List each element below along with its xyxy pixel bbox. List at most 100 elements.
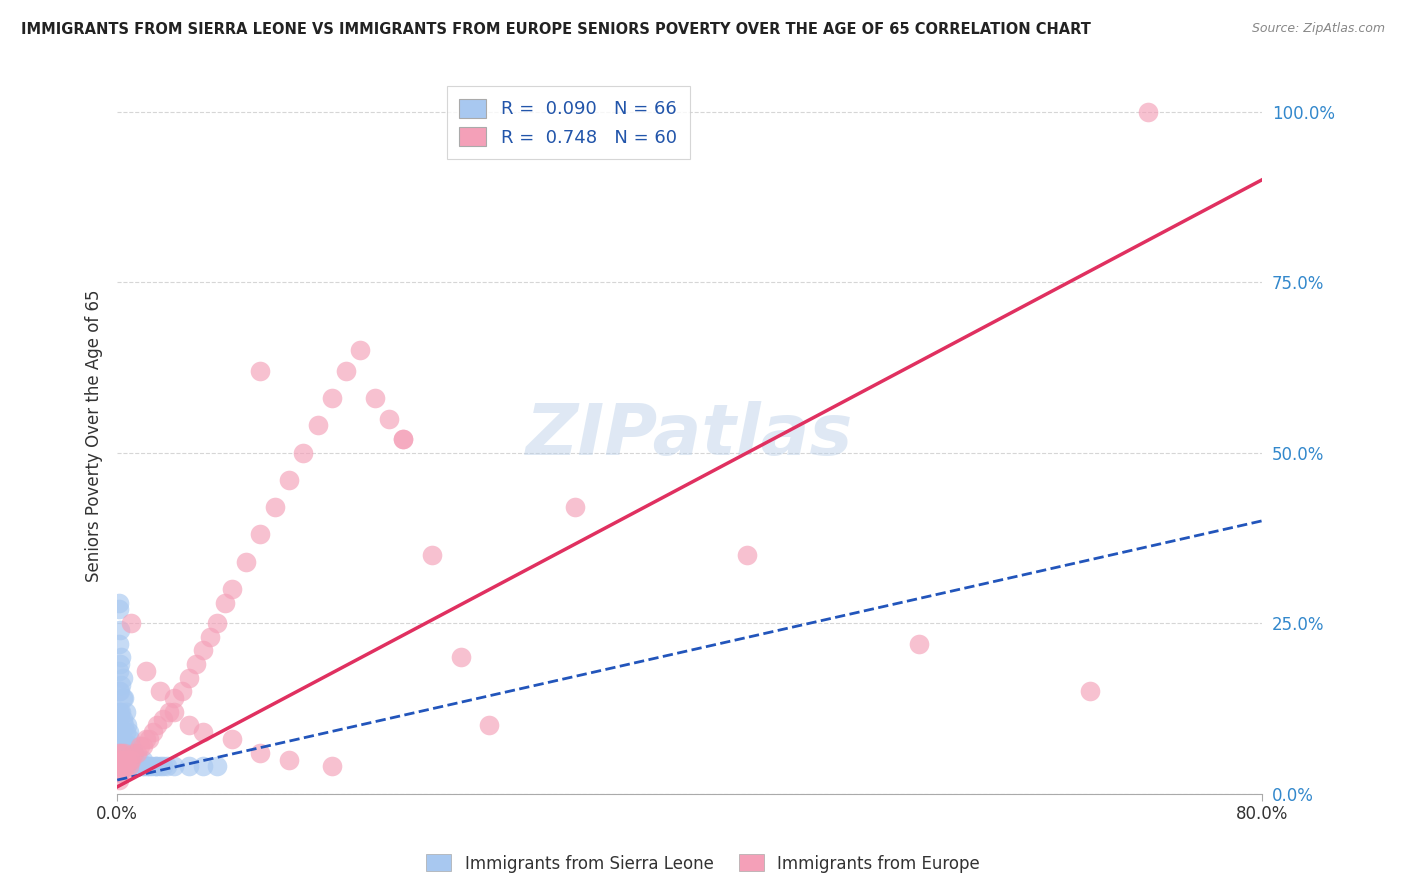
Point [392, 432, 415, 446]
Point [277, 473, 299, 487]
Point [111, 753, 134, 767]
Y-axis label: Seniors Poverty Over the Age of 65: Seniors Poverty Over the Age of 65 [86, 289, 103, 582]
Point [121, 739, 143, 753]
Point [107, 718, 129, 732]
Point [392, 432, 415, 446]
Point [191, 759, 214, 773]
Point [378, 411, 401, 425]
Point [110, 746, 132, 760]
Point [107, 602, 129, 616]
Point [307, 418, 329, 433]
Point [114, 759, 136, 773]
Point [111, 691, 134, 706]
Point [110, 650, 132, 665]
Point [249, 746, 271, 760]
Point [135, 732, 157, 747]
Point [111, 766, 134, 780]
Point [128, 753, 150, 767]
Point [120, 759, 142, 773]
Point [177, 671, 200, 685]
Point [207, 616, 229, 631]
Point [177, 718, 200, 732]
Point [124, 746, 146, 760]
Point [108, 684, 131, 698]
Point [145, 759, 167, 773]
Point [121, 616, 143, 631]
Point [191, 643, 214, 657]
Point [114, 705, 136, 719]
Point [111, 753, 134, 767]
Text: IMMIGRANTS FROM SIERRA LEONE VS IMMIGRANTS FROM EUROPE SENIORS POVERTY OVER THE : IMMIGRANTS FROM SIERRA LEONE VS IMMIGRAN… [21, 22, 1091, 37]
Point [107, 596, 129, 610]
Point [364, 391, 387, 405]
Point [907, 637, 929, 651]
Point [149, 684, 172, 698]
Point [111, 671, 134, 685]
Point [108, 753, 131, 767]
Point [564, 500, 586, 515]
Point [120, 732, 142, 747]
Point [1136, 104, 1159, 119]
Point [117, 725, 139, 739]
Point [152, 712, 174, 726]
Point [321, 391, 343, 405]
Point [142, 725, 165, 739]
Point [157, 705, 180, 719]
Point [156, 759, 179, 773]
Point [107, 732, 129, 747]
Point [115, 746, 138, 760]
Point [127, 759, 149, 773]
Point [120, 753, 142, 767]
Point [110, 705, 132, 719]
Point [128, 759, 150, 773]
Point [112, 718, 135, 732]
Point [335, 364, 357, 378]
Point [124, 759, 146, 773]
Point [177, 759, 200, 773]
Text: ZIPatlas: ZIPatlas [526, 401, 853, 470]
Point [112, 759, 135, 773]
Point [110, 759, 132, 773]
Point [112, 739, 135, 753]
Point [221, 732, 243, 747]
Point [107, 753, 129, 767]
Point [111, 732, 134, 747]
Point [114, 725, 136, 739]
Point [349, 343, 371, 358]
Point [127, 746, 149, 760]
Point [149, 759, 172, 773]
Point [108, 623, 131, 637]
Point [107, 705, 129, 719]
Text: Source: ZipAtlas.com: Source: ZipAtlas.com [1251, 22, 1385, 36]
Point [221, 582, 243, 596]
Point [450, 650, 472, 665]
Point [121, 753, 143, 767]
Point [107, 684, 129, 698]
Point [107, 664, 129, 678]
Point [292, 445, 315, 459]
Point [163, 705, 186, 719]
Point [117, 759, 139, 773]
Point [111, 712, 134, 726]
Point [138, 759, 160, 773]
Point [121, 759, 143, 773]
Point [115, 753, 138, 767]
Point [117, 759, 139, 773]
Point [249, 364, 271, 378]
Point [141, 759, 163, 773]
Point [125, 759, 148, 773]
Point [191, 725, 214, 739]
Point [138, 732, 160, 747]
Point [152, 759, 174, 773]
Point [207, 759, 229, 773]
Point [115, 718, 138, 732]
Point [129, 739, 152, 753]
Point [107, 772, 129, 787]
Point [110, 677, 132, 691]
Point [108, 705, 131, 719]
Point [117, 746, 139, 760]
Point [145, 759, 167, 773]
Point [107, 759, 129, 773]
Point [107, 746, 129, 760]
Point [146, 718, 169, 732]
